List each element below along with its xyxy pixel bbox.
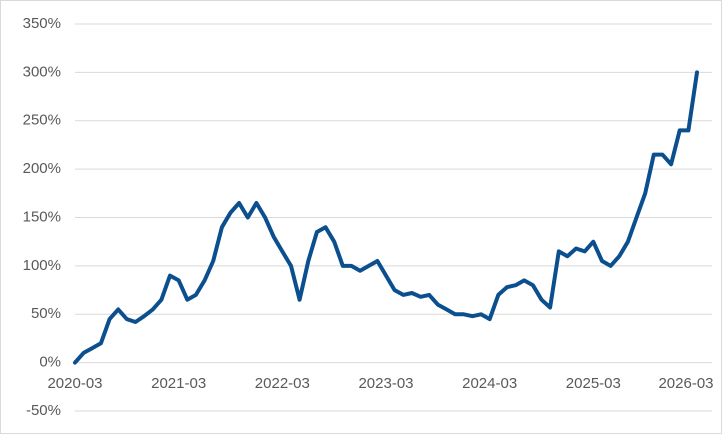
x-tick-label: 2024-03 (462, 375, 517, 392)
y-tick-label: 300% (23, 63, 61, 80)
x-tick-label: 2023-03 (358, 375, 413, 392)
y-tick-label: 100% (23, 257, 61, 274)
x-tick-label: 2020-03 (47, 375, 102, 392)
data-line (73, 70, 699, 365)
y-tick-label: 150% (23, 208, 61, 225)
x-tick-label: 2026-03 (658, 375, 713, 392)
y-tick-label: 50% (31, 305, 61, 322)
y-tick-label: 250% (23, 112, 61, 129)
y-tick-label: 200% (23, 160, 61, 177)
x-tick-label: 2021-03 (151, 375, 206, 392)
x-tick-label: 2025-03 (566, 375, 621, 392)
y-tick-label: -50% (26, 402, 61, 419)
y-tick-label: 350% (23, 15, 61, 32)
y-tick-label: 0% (39, 354, 61, 371)
x-tick-label: 2022-03 (255, 375, 310, 392)
